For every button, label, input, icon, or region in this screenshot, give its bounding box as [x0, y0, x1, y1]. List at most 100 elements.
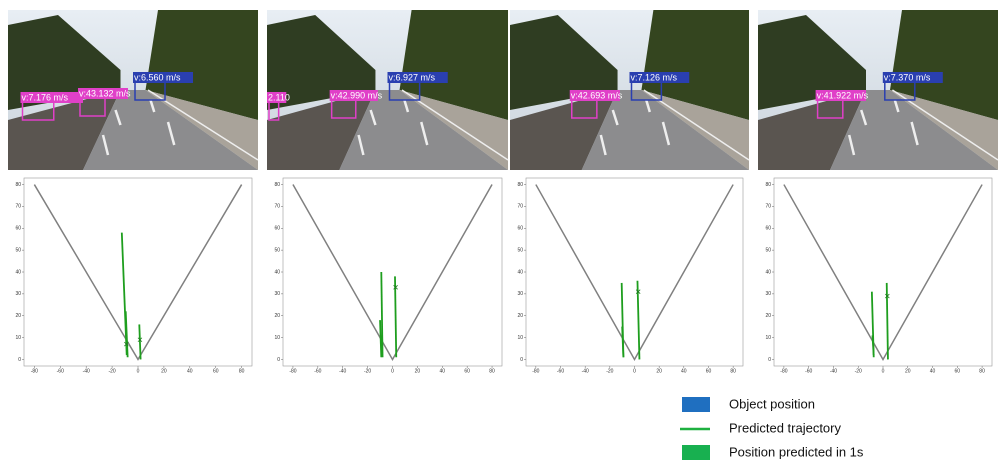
rail-bed	[510, 90, 618, 170]
sidewalk	[145, 90, 258, 170]
legend-label: Object position	[729, 396, 815, 411]
x-tick-label: 40	[439, 368, 445, 374]
trajectory	[871, 335, 875, 356]
trajectory	[394, 276, 398, 358]
x-tick-label: 0	[391, 368, 394, 374]
x-tick-label: -80	[289, 368, 296, 374]
x-tick-label: 80	[979, 368, 985, 374]
x-tick-label: -40	[582, 368, 589, 374]
y-tick-label: 40	[517, 269, 523, 275]
x-tick-label: -60	[314, 368, 321, 374]
y-tick-label: 80	[765, 182, 771, 188]
trajectory	[380, 271, 384, 358]
predicted-1s-marker	[124, 341, 129, 347]
y-tick-label: 30	[274, 291, 280, 297]
label-bg	[78, 88, 128, 99]
sidewalk	[399, 90, 508, 170]
x-tick-label: 20	[415, 368, 421, 374]
lane-mark	[403, 99, 410, 113]
predicted-1s-marker	[635, 289, 641, 294]
y-tick-label: 20	[765, 313, 771, 319]
y-tick-label: 70	[274, 204, 280, 210]
velocity-label: v:41.922 m/s	[817, 90, 869, 100]
edge-line	[147, 89, 259, 161]
y-tick-label: 10	[765, 335, 771, 341]
velocity-label: v:7.126 m/s	[631, 72, 678, 82]
label-bg	[267, 92, 287, 103]
y-tick-label: 0	[18, 357, 21, 363]
plot: -80 -60 -40 -20 0 20 40 60 80 0 10 20 30 40 50 60 70 80	[765, 177, 993, 374]
lane-mark	[420, 121, 429, 146]
x-tick-label: -20	[108, 368, 115, 374]
predicted-1s-marker	[137, 337, 143, 343]
rail-bed	[267, 90, 376, 170]
x-tick-label: -60	[557, 368, 564, 374]
trajectory	[124, 311, 129, 358]
y-tick-label: 10	[274, 335, 280, 341]
x-tick-label: 0	[882, 368, 885, 374]
plot-frame	[773, 177, 993, 367]
plot-frame	[525, 177, 744, 367]
y-tick-label: 50	[765, 247, 771, 253]
plot: -80 -60 -40 -20 0 20 40 60 80 0 10 20 30 40 50 60 70 80	[15, 177, 253, 374]
label-bg	[387, 72, 448, 83]
velocity-label: v:43.132 m/s	[79, 88, 131, 98]
trajectory	[621, 326, 625, 358]
x-tick-label: -40	[830, 368, 837, 374]
lane-mark	[847, 134, 856, 156]
x-tick-label: -80	[780, 368, 787, 374]
velocity-label: v:7.370 m/s	[884, 72, 931, 82]
lane-mark	[599, 134, 607, 156]
x-tick-label: 20	[656, 368, 662, 374]
lane-mark	[101, 134, 110, 156]
x-tick-label: -20	[855, 368, 862, 374]
y-tick-label: 30	[765, 291, 771, 297]
trees-right	[890, 10, 998, 120]
x-tick-label: -20	[606, 368, 613, 374]
x-tick-label: 80	[239, 368, 245, 374]
lane-mark	[166, 121, 176, 146]
y-tick-label: 20	[15, 313, 21, 319]
legend-swatch	[682, 445, 710, 460]
edge-line	[401, 89, 509, 161]
velocity-label: v:42.693 m/s	[571, 90, 623, 100]
x-tick-label: 60	[213, 368, 219, 374]
y-tick-label: 70	[517, 204, 523, 210]
y-tick-label: 50	[274, 247, 280, 253]
legend-label: Position predicted in 1s	[729, 444, 864, 459]
y-tick-label: 30	[517, 291, 523, 297]
sidewalk	[641, 90, 749, 170]
y-tick-label: 40	[765, 269, 771, 275]
trees-left	[758, 15, 866, 110]
lane-mark	[369, 109, 377, 126]
plot-frame	[282, 177, 503, 367]
lane-mark	[611, 109, 619, 126]
x-tick-label: 0	[633, 368, 636, 374]
x-tick-label: -40	[339, 368, 346, 374]
y-tick-label: 80	[274, 182, 280, 188]
velocity-label: v:42.990 m/s	[331, 90, 383, 100]
y-tick-label: 80	[15, 182, 21, 188]
lane-mark	[645, 99, 652, 113]
trees-right	[641, 10, 749, 120]
x-tick-label: -60	[805, 368, 812, 374]
predicted-1s-marker	[393, 285, 398, 290]
x-tick-label: 60	[955, 368, 961, 374]
label-bg	[882, 72, 943, 83]
x-tick-label: -20	[364, 368, 371, 374]
velocity-label: v:6.560 m/s	[134, 72, 181, 82]
trees-left	[510, 15, 618, 110]
y-tick-label: 70	[765, 204, 771, 210]
edge-line	[891, 89, 998, 161]
plot: -80 -60 -40 -20 0 20 40 60 80 0 10 20 30 40 50 60 70 80	[517, 177, 744, 374]
x-tick-label: -80	[31, 368, 38, 374]
x-tick-label: 20	[905, 368, 911, 374]
field-of-view	[535, 184, 734, 361]
y-tick-label: 0	[768, 357, 771, 363]
velocity-label: v:7.176 m/s	[22, 92, 69, 102]
trees-right	[145, 10, 258, 120]
x-tick-label: 80	[730, 368, 736, 374]
camera-view: v:41.922 m/s v:7.370 m/s	[758, 10, 998, 170]
y-tick-label: 60	[15, 226, 21, 232]
legend-label: Predicted trajectory	[729, 420, 841, 435]
